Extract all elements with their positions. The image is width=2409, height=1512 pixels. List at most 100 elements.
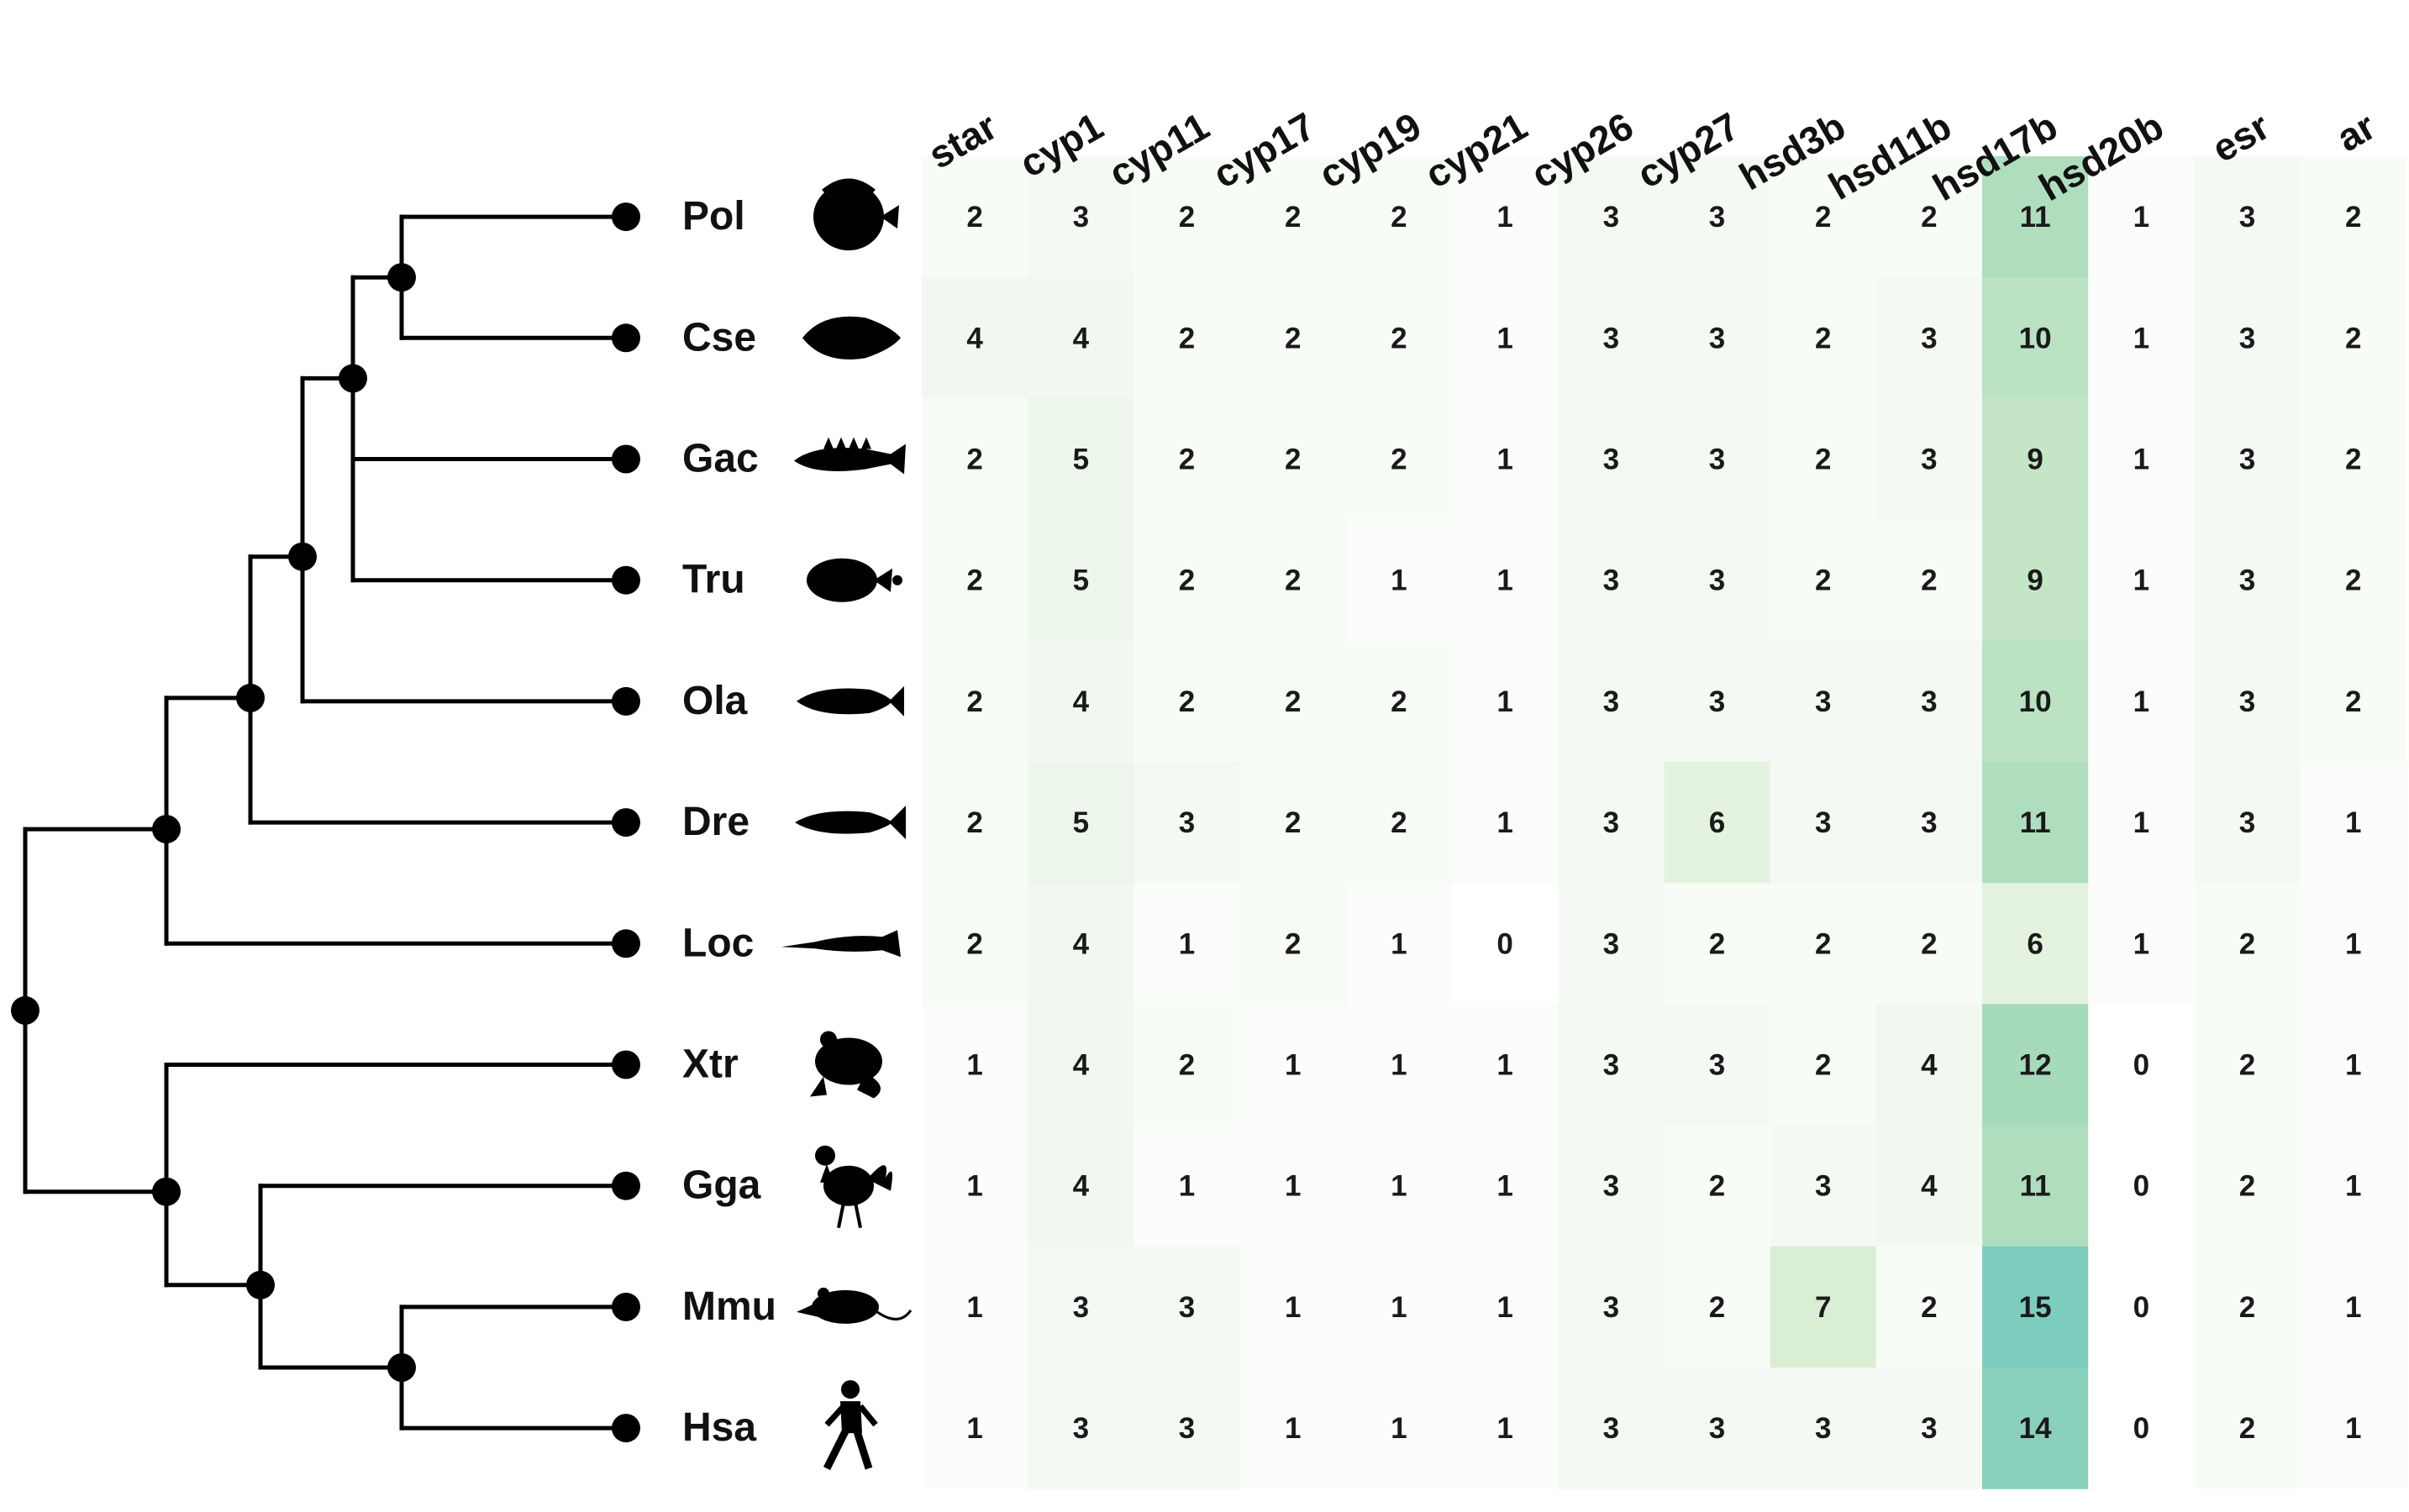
heatmap-cell-gga-cyp17 [1239,1125,1347,1247]
heatmap-cell-xtr-hsd3b [1770,1004,1877,1126]
cell-value-label: 2 [1391,685,1407,718]
heatmap-cell-cse-ar [2300,277,2407,399]
gar-silhouette-icon [781,930,901,958]
heatmap-cell-gga-cyp21 [1452,1125,1559,1247]
heatmap-cell-cse-hsd3b [1770,277,1877,399]
heatmap-cell-tru-cyp17 [1239,519,1347,642]
tree-internal-node [11,995,39,1025]
cell-value-label: 3 [1603,564,1619,597]
heatmap-cell-loc-ar [2300,883,2407,1005]
cell-value-label: 3 [2239,322,2255,354]
cell-value-label: 1 [1391,1170,1407,1203]
cell-value-label: 3 [1709,1412,1725,1445]
heatmap-cell-loc-cyp11 [1133,883,1241,1005]
stickleback-silhouette-icon [794,437,906,475]
species-label-cse: Cse [682,315,756,360]
heatmap-cell-gga-hsd20b [2088,1125,2195,1247]
heatmap-cell-tru-cyp19 [1345,519,1453,642]
cell-value-label: 6 [2027,927,2043,960]
heatmap-cell-loc-star [922,883,1028,1005]
heatmap-cell-dre-esr [2194,762,2301,884]
heatmap-cell-tru-cyp21 [1452,519,1559,642]
heatmap-cell-mmu-cyp19 [1345,1246,1453,1368]
cell-value-label: 1 [2345,1170,2361,1203]
heatmap-cell-dre-hsd3b [1770,762,1877,884]
heatmap-cell-hsa-hsd3b [1770,1368,1877,1489]
cell-value-label: 3 [1921,685,1937,718]
cell-value-label: 3 [1921,322,1937,354]
cell-value-label: 3 [1709,444,1725,476]
cell-value-label: 3 [2239,564,2255,597]
heatmap-cell-gac-hsd3b [1770,398,1877,521]
heatmap-cell-dre-cyp27 [1664,762,1771,884]
cell-value-label: 0 [1496,927,1512,960]
heatmap-cell-hsa-cyp11 [1133,1368,1241,1489]
heatmap-cell-ola-ar [2300,640,2407,763]
heatmap-cell-pol-hsd17b [1982,156,2089,278]
cell-value-label: 3 [1921,444,1937,476]
species-label-dre: Dre [682,800,750,844]
cell-value-label: 2 [1921,927,1937,960]
heatmap-cell-gga-cyp19 [1345,1125,1453,1247]
cell-value-label: 2 [1179,444,1195,476]
heatmap-cell-loc-cyp19 [1345,883,1453,1005]
species-label-mmu: Mmu [682,1284,776,1329]
heatmap-cell-cse-star [922,277,1028,399]
cell-value-label: 1 [966,1049,982,1082]
species-label-ola: Ola [682,679,748,723]
species-label-gac: Gac [682,437,759,481]
cell-value-label: 3 [1709,201,1725,234]
cell-value-label: 3 [1603,1412,1619,1445]
heatmap-cell-tru-hsd20b [2088,519,2195,642]
cell-value-label: 14 [2019,1412,2052,1445]
cell-value-label: 1 [2345,1049,2361,1082]
heatmap-cell-loc-hsd11b [1875,883,1983,1005]
cell-value-label: 1 [1391,1291,1407,1324]
heatmap-cell-cse-cyp1 [1028,277,1134,399]
cell-value-label: 2 [2345,322,2361,354]
cell-value-label: 0 [2133,1291,2149,1324]
heatmap-cell-tru-cyp27 [1664,519,1771,642]
heatmap-cell-hsa-ar [2300,1368,2407,1489]
flatfish-silhouette-icon [813,178,899,251]
cell-value-label: 3 [1921,1412,1937,1445]
species-label-xtr: Xtr [682,1042,739,1087]
heatmap-cell-pol-cyp17 [1239,156,1347,278]
cell-value-label: 11 [2020,201,2051,234]
heatmap-cell-gac-cyp27 [1664,398,1771,521]
cell-value-label: 2 [1285,444,1301,476]
heatmap-cell-cse-hsd11b [1875,277,1983,399]
heatmap-cell-pol-cyp26 [1558,156,1665,278]
cell-value-label: 4 [1921,1049,1938,1082]
cell-value-label: 1 [2133,444,2149,476]
cell-value-label: 10 [2019,685,2052,718]
cell-value-label: 2 [2239,1170,2255,1203]
heatmap-cell-loc-cyp17 [1239,883,1347,1005]
heatmap-cell-gac-hsd17b [1982,398,2089,521]
heatmap-cell-cse-cyp26 [1558,277,1665,399]
cell-value-label: 2 [1179,322,1195,354]
cell-value-label: 2 [1815,564,1831,597]
heatmap-cell-ola-cyp11 [1133,640,1241,763]
heatmap-cell-dre-star [922,762,1028,884]
cell-value-label: 2 [1179,685,1195,718]
heatmap-cell-xtr-cyp21 [1452,1004,1559,1126]
heatmap-cell-gac-cyp1 [1028,398,1134,521]
species-label-gga: Gga [682,1163,761,1208]
cell-value-label: 2 [1815,201,1831,234]
tree-tip-node [612,323,640,353]
heatmap-cell-tru-star [922,519,1028,642]
cell-value-label: 6 [1709,806,1725,839]
cell-value-label: 1 [1496,1291,1512,1324]
cell-value-label: 2 [1815,322,1831,354]
heatmap-cell-dre-cyp1 [1028,762,1134,884]
heatmap-cells: 2 3 2 2 2 1 3 3 2 2 11 1 3 24 4 2 2 2 1 3 3 2 3 10 1 3 22 5 2 2 2 1 3 3 2 3… [922,156,2407,1489]
heatmap-cell-xtr-hsd17b [1982,1004,2089,1126]
pufferfish-silhouette-icon [807,558,902,602]
column-label-ar: ar [2329,104,2383,160]
heatmap-cell-pol-ar [2300,156,2407,278]
heatmap-cell-hsa-esr [2194,1368,2301,1489]
cell-value-label: 2 [1391,322,1407,354]
heatmap-cell-dre-hsd20b [2088,762,2195,884]
